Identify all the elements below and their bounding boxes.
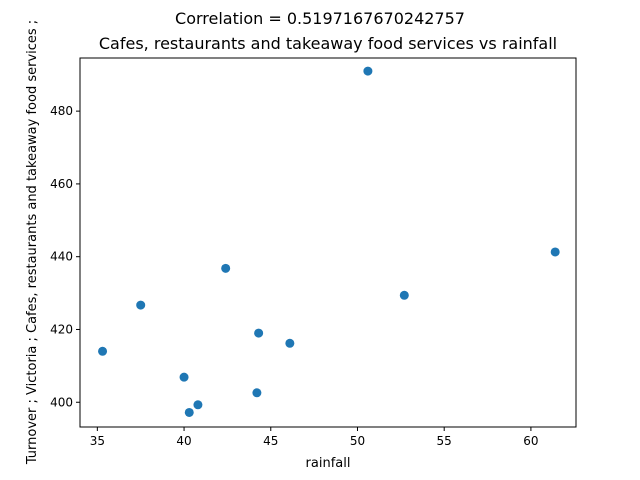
x-axis-label: rainfall [306, 456, 351, 471]
chart-suptitle: Correlation = 0.5197167670242757 [175, 9, 465, 28]
y-tick-label: 440 [50, 250, 73, 264]
x-tick-label: 45 [263, 434, 278, 448]
data-point [285, 338, 295, 348]
x-tick-label: 50 [350, 434, 365, 448]
data-point [184, 407, 194, 417]
y-axis-ticks: 400 420 440 460 480 [50, 104, 80, 409]
data-point [252, 388, 262, 398]
y-axis-label: Turnover ; Victoria ; Cafes, restaurants… [25, 20, 40, 465]
data-point [98, 346, 108, 356]
y-tick-label: 400 [50, 395, 73, 409]
x-tick-label: 35 [90, 434, 105, 448]
y-tick-label: 480 [50, 104, 73, 118]
data-point [136, 300, 146, 310]
data-point [221, 263, 231, 273]
x-tick-label: 55 [437, 434, 452, 448]
x-tick-label: 60 [523, 434, 538, 448]
data-point [550, 247, 560, 257]
chart-title: Cafes, restaurants and takeaway food ser… [99, 34, 557, 53]
data-point [179, 372, 189, 382]
data-point [399, 290, 409, 300]
data-points [98, 66, 560, 417]
x-tick-label: 40 [176, 434, 191, 448]
y-tick-label: 460 [50, 177, 73, 191]
data-point [254, 328, 264, 338]
y-tick-label: 420 [50, 322, 73, 336]
plot-area [79, 57, 577, 428]
data-point [363, 66, 373, 76]
x-axis-ticks: 35 40 45 50 55 60 [90, 427, 539, 448]
data-point [193, 400, 203, 410]
